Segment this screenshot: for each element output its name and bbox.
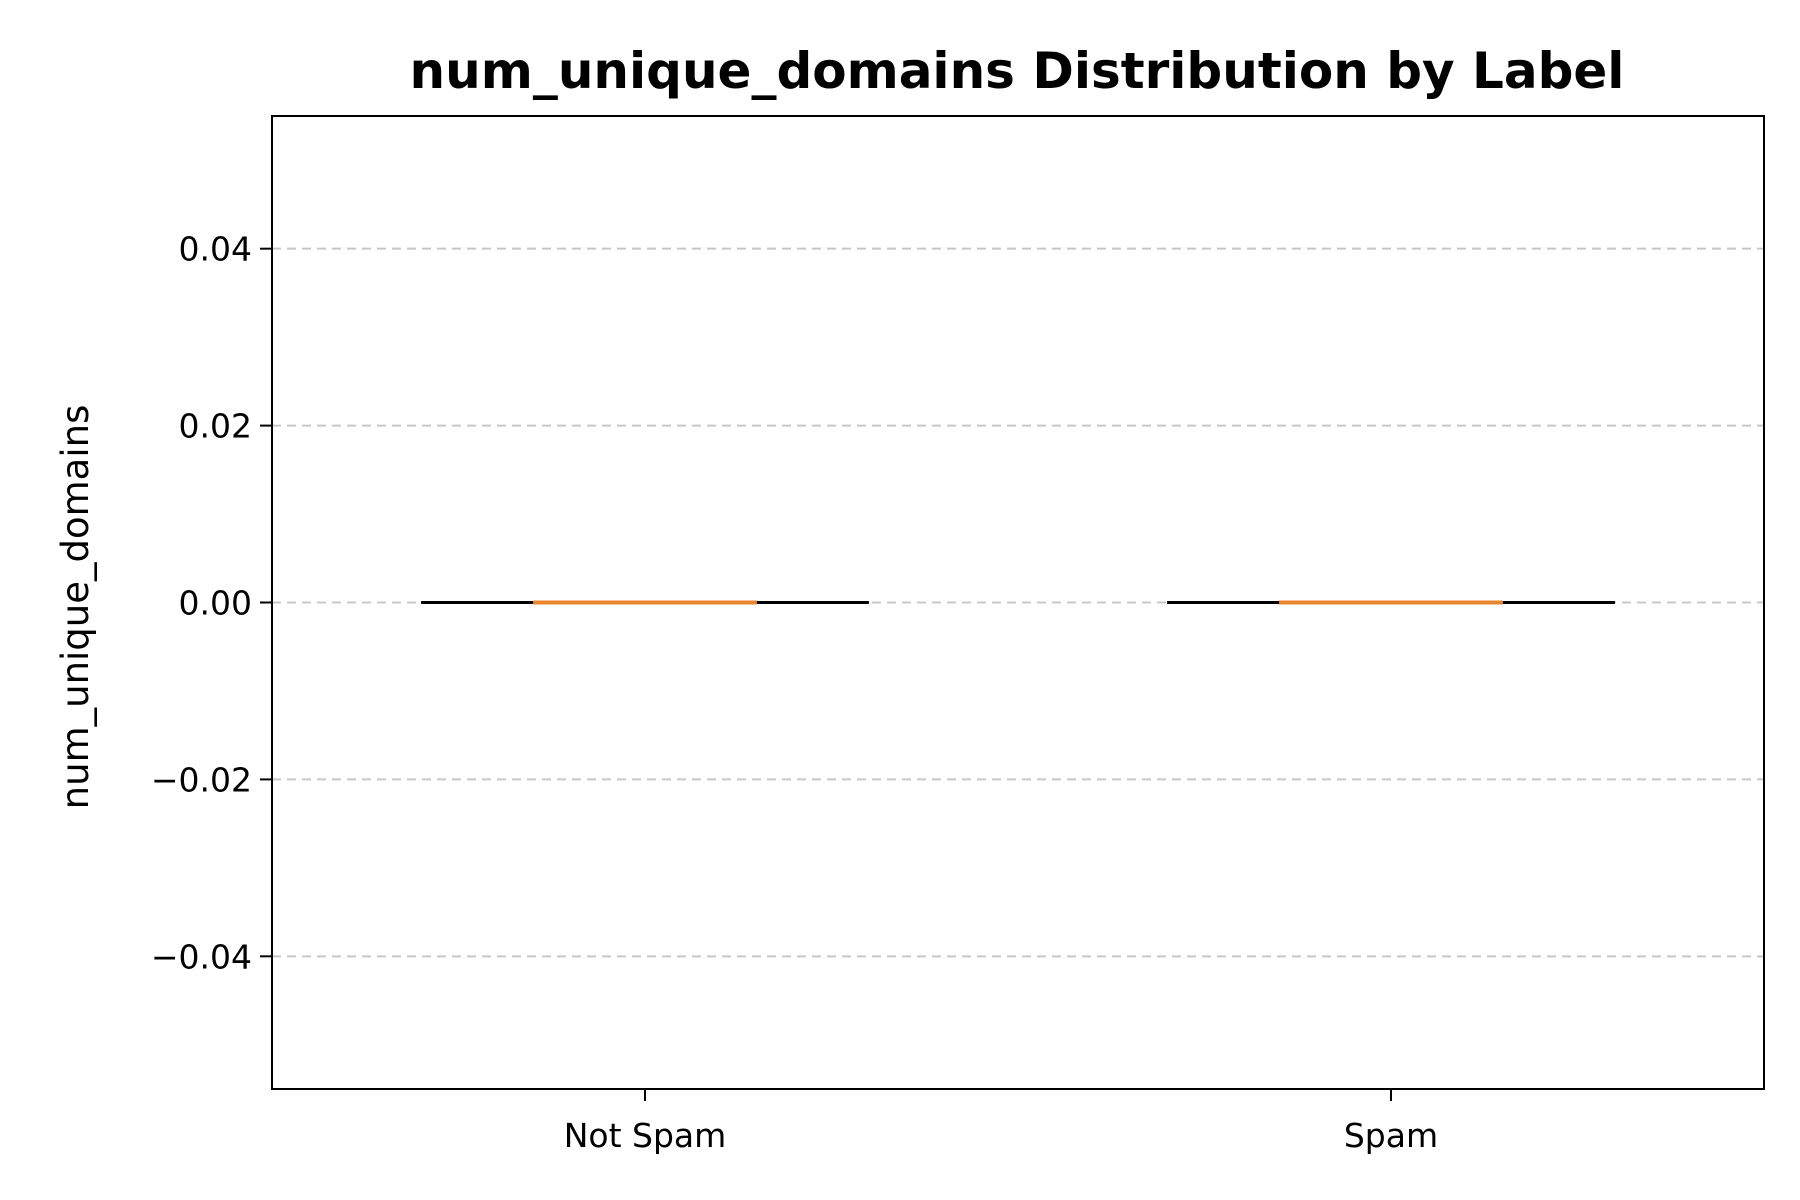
x-axis-ticks: Not Spam Spam [564, 1089, 1438, 1155]
y-tick-label: 0.00 [179, 584, 252, 623]
y-axis-label: num_unique_domains [54, 405, 97, 810]
x-tick-label: Spam [1344, 1116, 1438, 1155]
chart-title: num_unique_domains Distribution by Label [410, 42, 1625, 100]
y-tick-label: −0.04 [151, 937, 252, 976]
x-tick-label: Not Spam [564, 1116, 727, 1155]
y-tick-label: 0.04 [179, 230, 252, 269]
plot-frame [271, 115, 1765, 1090]
y-tick-label: 0.02 [179, 407, 252, 446]
y-axis-ticks: −0.04 −0.02 0.00 0.02 0.04 [151, 230, 272, 976]
y-tick-label: −0.02 [151, 760, 252, 799]
